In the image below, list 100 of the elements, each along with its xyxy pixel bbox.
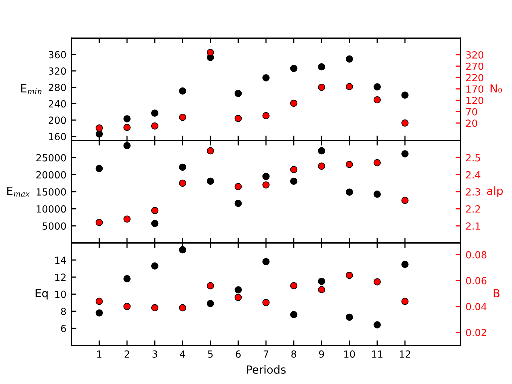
y-tick-label: 240	[48, 100, 66, 108]
y2-tick-label: 220	[466, 74, 484, 82]
point	[179, 246, 186, 254]
x-tick-label: 8	[292, 350, 296, 358]
y2-axis-title: B	[494, 289, 500, 298]
y-tick-label: 280	[48, 84, 66, 92]
point	[151, 262, 159, 270]
point	[124, 115, 131, 123]
y-axis-title: Eq	[36, 289, 48, 300]
point	[318, 84, 326, 92]
x-tick-label: 4	[180, 350, 186, 358]
point	[346, 188, 354, 196]
y-tick-label: 320	[49, 68, 66, 75]
y2-tick-label: 0.06	[466, 277, 487, 285]
y2-tick-label: 2.5	[466, 154, 480, 162]
y2-tick-label: 0.04	[466, 303, 487, 311]
point	[207, 49, 214, 56]
point	[234, 115, 242, 122]
point	[262, 173, 270, 180]
y2-tick-label: 2.4	[466, 171, 481, 179]
point	[262, 112, 270, 120]
point	[234, 90, 242, 98]
x-tick-label: 9	[319, 350, 324, 358]
y2-axis-title: N₀	[490, 84, 502, 93]
point	[234, 286, 242, 294]
y2-tick-label: 70	[466, 108, 478, 116]
y2-tick-label: 170	[466, 86, 484, 93]
point	[207, 178, 214, 186]
y2-tick-label: 0.02	[466, 329, 486, 336]
point	[290, 311, 298, 318]
y-tick-label: 5000	[42, 222, 66, 230]
y-tick-label: 20000	[36, 171, 66, 179]
point	[124, 124, 131, 132]
y-tick-label: 160	[49, 133, 66, 141]
point	[402, 150, 409, 158]
point	[262, 258, 270, 266]
point	[151, 110, 159, 117]
x-axis-title: Periods	[247, 365, 286, 374]
point	[290, 65, 298, 72]
point	[374, 159, 382, 167]
point	[402, 260, 409, 268]
point	[318, 278, 326, 286]
point	[96, 130, 104, 138]
y2-tick-label: 20	[466, 120, 478, 128]
point	[96, 310, 104, 317]
point	[346, 83, 354, 90]
y-tick-label: 200	[48, 116, 66, 124]
point	[402, 196, 409, 204]
y2-tick-label: 320	[466, 51, 484, 59]
point	[318, 63, 326, 71]
x-tick-label: 1	[97, 350, 102, 358]
x-tick-label: 10	[344, 350, 356, 358]
x-tick-label: 2	[124, 350, 130, 358]
point	[207, 300, 214, 308]
point	[346, 161, 354, 168]
point	[290, 282, 298, 290]
x-tick-label: 12	[400, 350, 410, 358]
point	[151, 304, 159, 312]
point	[290, 100, 298, 108]
point	[402, 92, 409, 99]
point	[179, 180, 186, 188]
point	[179, 114, 186, 122]
y-tick-label: 10	[56, 290, 66, 298]
point	[374, 84, 382, 91]
point	[234, 294, 242, 302]
y-tick-label: 360	[49, 51, 66, 59]
y-axis-title: E$_{min}$	[21, 84, 42, 94]
y2-tick-label: 2.2	[466, 206, 480, 213]
point	[96, 124, 104, 132]
point	[402, 120, 409, 127]
point	[262, 182, 270, 189]
x-tick-label: 11	[372, 350, 383, 358]
x-tick-label: 6	[236, 350, 241, 358]
point	[124, 216, 131, 223]
y-tick-label: 15000	[36, 188, 66, 196]
point	[124, 303, 131, 310]
point	[374, 96, 382, 104]
point	[290, 178, 298, 186]
x-tick-label: 7	[264, 350, 268, 358]
point	[346, 272, 354, 280]
point	[179, 304, 186, 312]
point	[179, 164, 186, 172]
point	[124, 275, 131, 283]
point	[151, 122, 159, 130]
point	[346, 56, 354, 63]
y2-tick-label: 270	[466, 62, 484, 70]
x-tick-label: 5	[208, 350, 213, 358]
point	[402, 298, 409, 306]
y-tick-label: 14	[56, 256, 66, 264]
point	[234, 183, 242, 190]
point	[290, 166, 298, 174]
point	[318, 162, 326, 170]
point	[374, 322, 382, 329]
y2-axis-title: alp	[487, 186, 504, 198]
y-axis-title: E$_{max}$	[8, 186, 30, 197]
point	[207, 147, 214, 155]
point	[234, 200, 242, 208]
y2-tick-label: 0.08	[466, 251, 487, 259]
y-tick-label: 25000	[36, 154, 66, 162]
x-tick-label: 3	[152, 350, 158, 358]
